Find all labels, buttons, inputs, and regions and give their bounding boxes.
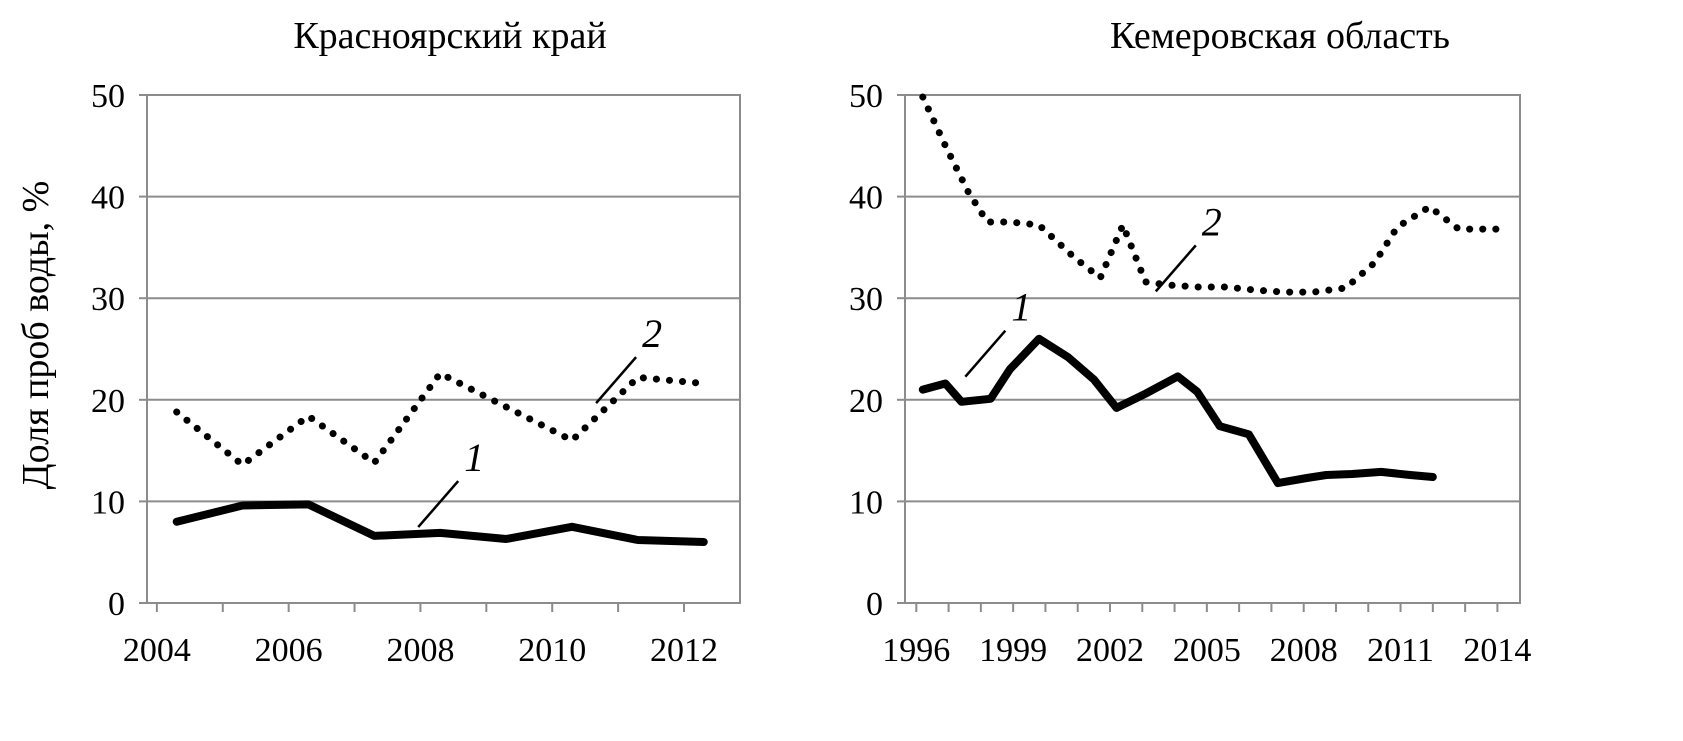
x-tick-label: 1999 [979,632,1047,669]
series-lines [918,93,1501,488]
y-tick-label: 20 [91,383,125,420]
y-axis-label: Доля проб воды, % [15,181,57,490]
plot-frame [904,94,1521,604]
y-tick-label: 20 [849,383,883,420]
series-annotations: 12 [417,311,662,528]
annotation-leader-line [417,480,460,528]
y-tick-label: 10 [91,484,125,521]
series-line-1 [172,500,708,546]
chart-kemerovo: Кемеровская область 0 10 20 30 40 50 1996 1999… [849,15,1531,669]
y-tick-label: 30 [91,281,125,318]
y-tick-labels: 0 10 20 30 40 50 [849,78,883,623]
series-line-1 [918,334,1437,488]
x-tick-label: 2008 [1270,632,1338,669]
x-tick-label: 2008 [386,632,454,669]
x-tick-labels: 1996 1999 2002 2005 2008 2011 2014 [882,603,1531,669]
y-tick-label: 50 [91,78,125,115]
series-annotation-label: 2 [642,311,662,356]
series-annotation-label: 2 [1202,199,1222,244]
y-tick-label: 0 [108,586,125,623]
y-tick-labels: 0 10 20 30 40 50 [91,78,125,623]
y-tick-label: 10 [849,484,883,521]
x-tick-label: 2002 [1076,632,1144,669]
annotation-leader-line [1154,244,1197,293]
annotation-leader-line [595,356,638,404]
x-tick-label: 2011 [1367,632,1434,669]
annotation-leader-line [964,329,1007,378]
y-tick-label: 30 [849,281,883,318]
y-tick-label: 50 [849,78,883,115]
x-tick-label: 2014 [1463,632,1531,669]
x-tick-label: 2006 [255,632,323,669]
x-tick-label: 2005 [1173,632,1241,669]
x-tick-label: 2004 [123,632,191,669]
series-annotation-label: 1 [464,435,484,480]
chart-title: Красноярский край [293,15,606,57]
y-tick-label: 40 [849,180,883,217]
x-tick-label: 2010 [518,632,586,669]
y-tick-label: 40 [91,180,125,217]
series-line-2 [919,93,1501,296]
chart-title: Кемеровская область [1110,15,1450,57]
series-annotations: 12 [964,199,1222,378]
series-lines [172,369,708,546]
series-annotation-label: 1 [1011,285,1031,330]
x-tick-label: 2012 [650,632,718,669]
x-tick-label: 1996 [882,632,950,669]
gridlines [897,94,1521,604]
plot-frame [146,94,741,604]
series-line-2 [173,369,708,469]
y-tick-label: 0 [866,586,883,623]
x-tick-labels: 2004 2006 2008 2010 2012 [123,603,718,669]
gridlines [139,94,741,604]
